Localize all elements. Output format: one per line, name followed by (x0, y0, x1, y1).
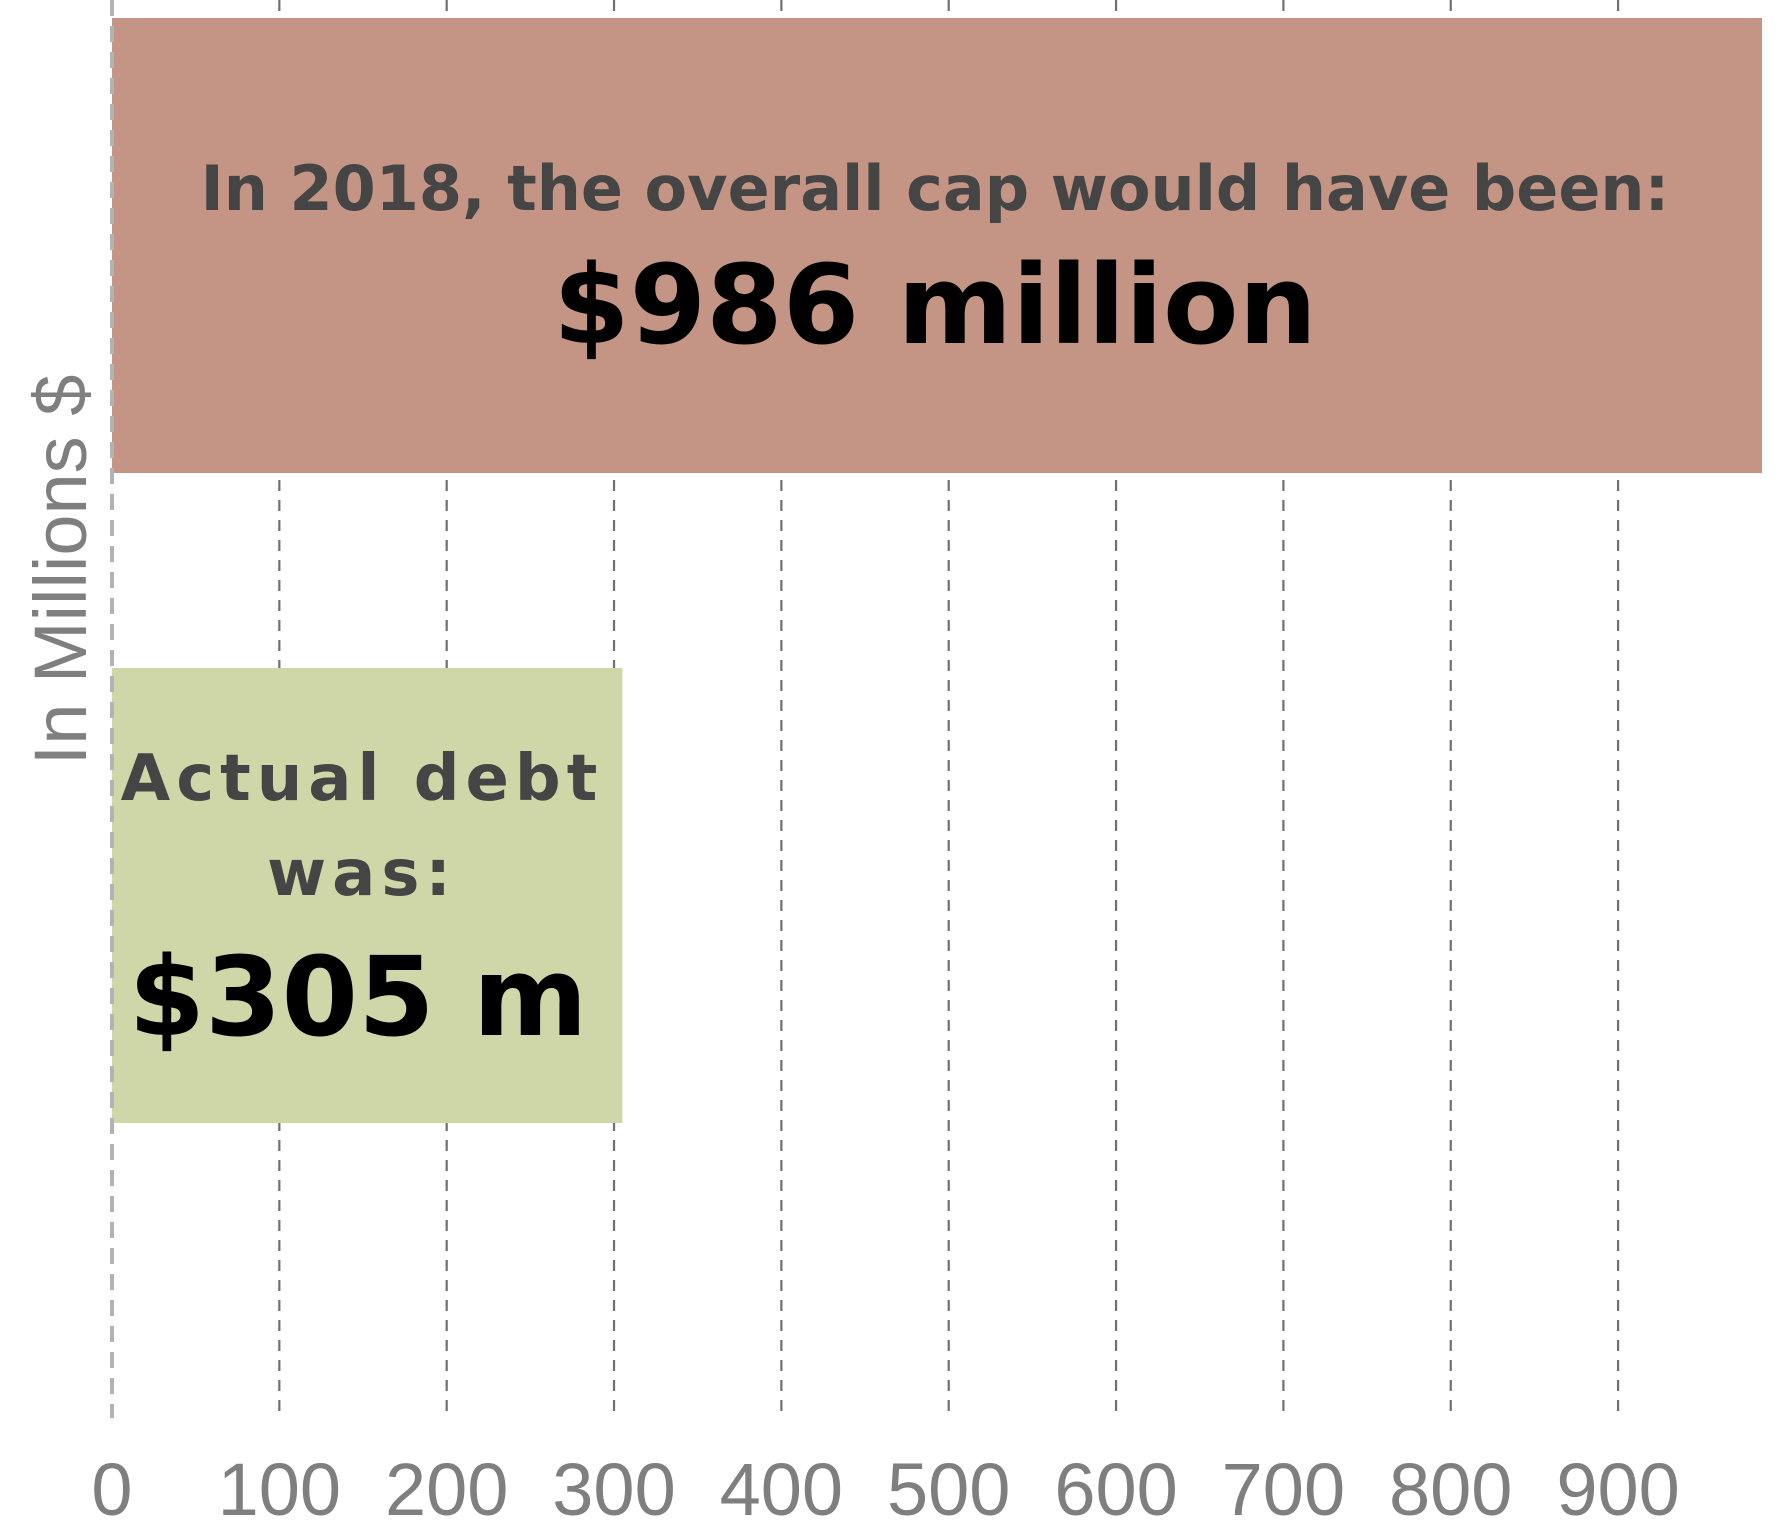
bars (112, 18, 1762, 1123)
cap-annotation-value: $986 million (553, 241, 1317, 369)
debt-annotation-text-line1: Actual debt (121, 742, 604, 816)
x-tick-label-800: 800 (1389, 1448, 1512, 1524)
y-axis-title: In Millions $ (19, 375, 102, 766)
x-tick-label-400: 400 (720, 1448, 843, 1524)
debt-annotation-value: $305 m (128, 933, 587, 1061)
x-tick-label-200: 200 (385, 1448, 508, 1524)
x-tick-label-500: 500 (887, 1448, 1010, 1524)
x-tick-labels: 0 100 200 300 400 500 600 700 800 900 (91, 1448, 1679, 1524)
cap-annotation-text: In 2018, the overall cap would have been… (201, 152, 1670, 225)
debt-annotation-text-line2: was: (267, 837, 457, 911)
x-tick-label-100: 100 (218, 1448, 341, 1524)
x-tick-label-300: 300 (552, 1448, 675, 1524)
x-tick-label-700: 700 (1222, 1448, 1345, 1524)
bar-actual-debt (112, 668, 623, 1123)
x-tick-label-0: 0 (91, 1448, 132, 1524)
bar-overall-cap (112, 18, 1762, 473)
x-tick-label-600: 600 (1054, 1448, 1177, 1524)
x-tick-label-900: 900 (1556, 1448, 1679, 1524)
